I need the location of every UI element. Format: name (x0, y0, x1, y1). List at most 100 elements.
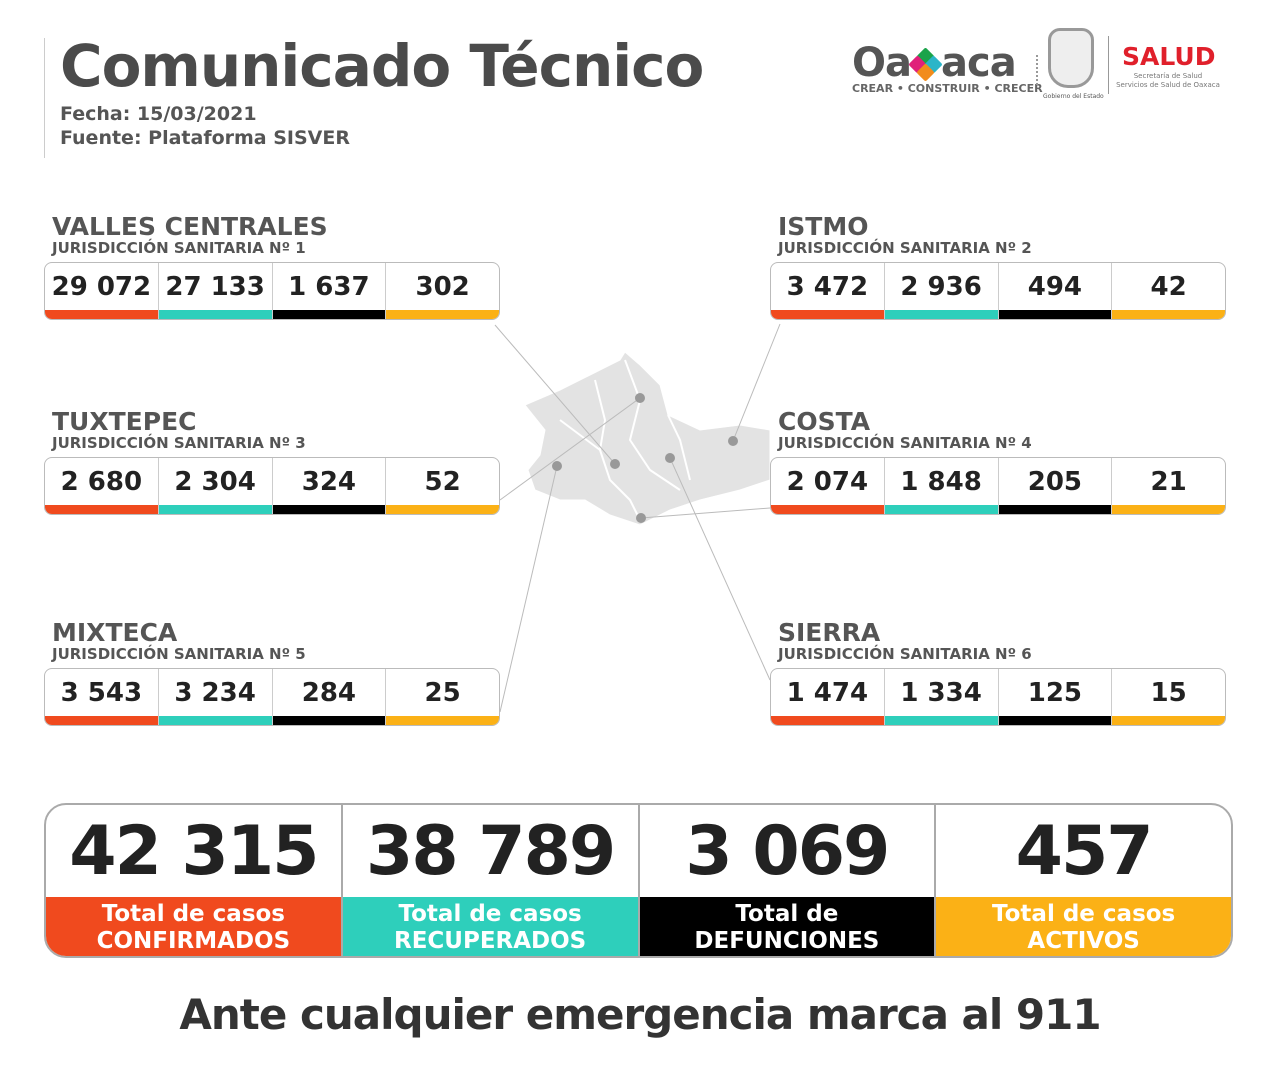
total-label-line2: RECUPERADOS (393, 928, 587, 954)
header-divider (44, 38, 45, 158)
total-value: 42 315 (69, 811, 319, 891)
salud-sub-1: Secretaría de Salud (1133, 72, 1203, 80)
region-costa: COSTA JURISDICCIÓN SANITARIA Nº 4 2 074 1… (770, 409, 1226, 515)
total-label-line1: Total de casos (398, 901, 582, 927)
activos-bar (1112, 505, 1225, 514)
report-date: Fecha: 15/03/2021 (60, 103, 257, 125)
total-label: Total de casos CONFIRMADOS (46, 897, 341, 956)
stat-confirmados: 1 474 (771, 669, 885, 725)
total-label: Total de DEFUNCIONES (639, 897, 935, 956)
total-value: 38 789 (366, 811, 616, 891)
stat-value: 21 (1150, 466, 1187, 497)
confirmados-bar (45, 716, 158, 725)
stat-activos: 52 (386, 458, 499, 514)
stat-defunciones: 1 637 (272, 263, 387, 319)
stat-defunciones: 284 (272, 669, 387, 725)
stat-value: 3 234 (174, 677, 256, 708)
confirmados-bar (771, 716, 884, 725)
confirmados-bar (771, 505, 884, 514)
state-seal-icon (1048, 28, 1094, 88)
region-mixteca: MIXTECA JURISDICCIÓN SANITARIA Nº 5 3 54… (44, 620, 500, 726)
stat-confirmados: 2 680 (45, 458, 159, 514)
stat-value: 324 (301, 466, 357, 497)
total-value: 457 (1015, 811, 1154, 891)
region-name: MIXTECA (52, 618, 178, 647)
stat-value: 3 472 (786, 271, 869, 302)
region-jurisdiction: JURISDICCIÓN SANITARIA Nº 2 (778, 239, 1032, 257)
stat-activos: 15 (1112, 669, 1225, 725)
region-istmo: ISTMO JURISDICCIÓN SANITARIA Nº 2 3 472 2… (770, 214, 1226, 320)
total-label: Total de casos RECUPERADOS (342, 897, 638, 956)
stat-value: 2 074 (786, 466, 869, 497)
region-tuxtepec: TUXTEPEC JURISDICCIÓN SANITARIA Nº 3 2 6… (44, 409, 500, 515)
region-sierra: SIERRA JURISDICCIÓN SANITARIA Nº 6 1 474… (770, 620, 1226, 726)
total-recuperados: 38 789 Total de casos RECUPERADOS (342, 805, 640, 956)
stat-value: 27 133 (165, 271, 265, 302)
total-label-line2: ACTIVOS (1027, 928, 1140, 954)
defunciones-bar (272, 310, 386, 319)
defunciones-bar (998, 505, 1112, 514)
stat-recuperados: 3 234 (158, 669, 273, 725)
defunciones-bar (272, 505, 386, 514)
total-value: 3 069 (685, 811, 890, 891)
activos-bar (386, 505, 499, 514)
confirmados-bar (45, 310, 158, 319)
total-label: Total de casos ACTIVOS (936, 897, 1231, 956)
stat-value: 205 (1027, 466, 1083, 497)
stat-confirmados: 2 074 (771, 458, 885, 514)
stat-defunciones: 324 (272, 458, 387, 514)
activos-bar (1112, 310, 1225, 319)
defunciones-bar (998, 716, 1112, 725)
gobierno-label: Gobierno del Estado (1043, 93, 1104, 100)
recuperados-bar (158, 716, 272, 725)
region-stats: 2 074 1 848 205 21 (770, 457, 1226, 515)
region-stats: 1 474 1 334 125 15 (770, 668, 1226, 726)
region-stats: 3 543 3 234 284 25 (44, 668, 500, 726)
map-dots (552, 393, 738, 523)
stat-defunciones: 125 (998, 669, 1113, 725)
page-title: Comunicado Técnico (60, 32, 704, 100)
total-label-line2: CONFIRMADOS (96, 928, 291, 954)
stat-value: 284 (301, 677, 357, 708)
region-jurisdiction: JURISDICCIÓN SANITARIA Nº 6 (778, 645, 1032, 663)
confirmados-bar (45, 505, 158, 514)
recuperados-bar (158, 505, 272, 514)
oaxaca-logo-left: Oa (852, 40, 912, 86)
map-borders (559, 359, 691, 521)
region-jurisdiction: JURISDICCIÓN SANITARIA Nº 5 (52, 645, 306, 663)
oaxaca-logo-right: aca (941, 40, 1017, 86)
total-label-line1: Total de casos (992, 901, 1176, 927)
stat-value: 25 (424, 677, 461, 708)
total-activos: 457 Total de casos ACTIVOS (936, 805, 1231, 956)
totals-panel: 42 315 Total de casos CONFIRMADOS 38 789 Tot… (44, 803, 1233, 958)
stat-value: 1 334 (900, 677, 982, 708)
stat-recuperados: 27 133 (158, 263, 273, 319)
region-valles-centrales: VALLES CENTRALES JURISDICCIÓN SANITARIA … (44, 214, 500, 320)
stat-value: 15 (1150, 677, 1187, 708)
stat-confirmados: 3 543 (45, 669, 159, 725)
recuperados-bar (884, 505, 998, 514)
stat-value: 125 (1027, 677, 1083, 708)
region-name: SIERRA (778, 618, 881, 647)
recuperados-bar (158, 310, 272, 319)
region-jurisdiction: JURISDICCIÓN SANITARIA Nº 3 (52, 434, 306, 452)
activos-bar (386, 716, 499, 725)
region-stats: 2 680 2 304 324 52 (44, 457, 500, 515)
stat-confirmados: 29 072 (45, 263, 159, 319)
recuperados-bar (884, 716, 998, 725)
activos-bar (1112, 716, 1225, 725)
region-name: VALLES CENTRALES (52, 212, 328, 241)
total-defunciones: 3 069 Total de DEFUNCIONES (639, 805, 937, 956)
stat-value: 2 680 (60, 466, 143, 497)
total-confirmados: 42 315 Total de casos CONFIRMADOS (46, 805, 343, 956)
emergency-footer: Ante cualquier emergencia marca al 911 (179, 990, 1101, 1039)
connector-lines (494, 323, 781, 713)
total-label-line2: DEFUNCIONES (694, 928, 880, 954)
stat-recuperados: 1 848 (884, 458, 999, 514)
region-stats: 3 472 2 936 494 42 (770, 262, 1226, 320)
logo-separator (1108, 36, 1109, 94)
stat-value: 52 (424, 466, 461, 497)
defunciones-bar (998, 310, 1112, 319)
stat-value: 2 304 (174, 466, 256, 497)
defunciones-bar (272, 716, 386, 725)
